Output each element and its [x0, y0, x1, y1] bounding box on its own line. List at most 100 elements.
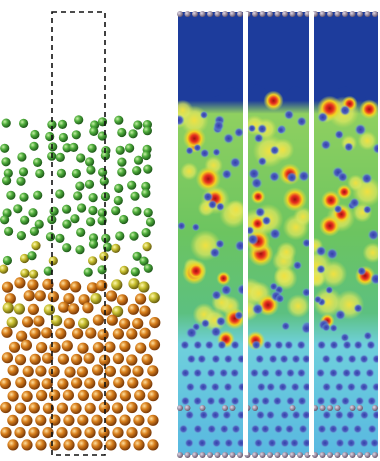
atom — [28, 304, 39, 315]
blue-dot — [230, 396, 240, 406]
marker-atom — [207, 452, 213, 458]
atom — [45, 132, 54, 141]
marker-atom — [252, 405, 258, 411]
atom — [98, 378, 109, 389]
atom — [114, 116, 123, 125]
atom — [146, 217, 155, 226]
atom — [93, 342, 104, 353]
hot-spot — [263, 91, 283, 111]
atom — [30, 227, 39, 236]
atom — [6, 191, 15, 200]
blue-dot — [280, 438, 290, 448]
separator — [243, 12, 248, 455]
blue-dot — [269, 228, 281, 240]
atom — [91, 415, 102, 426]
atom — [19, 167, 28, 176]
blue-dot — [184, 438, 194, 448]
atom — [64, 367, 75, 378]
atom — [15, 377, 26, 388]
blue-dot — [177, 221, 186, 230]
blue-dot — [206, 368, 216, 378]
separator — [309, 12, 314, 455]
atom — [29, 328, 40, 339]
blue-dot — [317, 340, 327, 350]
atom — [62, 220, 71, 229]
atom — [133, 415, 144, 426]
atom — [59, 279, 70, 290]
marker-atom — [297, 452, 303, 458]
blue-dot — [316, 396, 326, 406]
blue-dot — [248, 124, 256, 132]
atom — [64, 318, 75, 329]
marker-atom — [222, 405, 228, 411]
marker-atom — [282, 452, 288, 458]
blue-dot — [284, 340, 294, 350]
blue-dot — [278, 382, 288, 392]
atom — [49, 415, 60, 426]
blue-dot — [222, 410, 232, 420]
blue-dot — [340, 424, 350, 434]
atom — [35, 169, 44, 178]
marker-atom — [207, 11, 213, 17]
atom — [127, 181, 136, 190]
blue-dot — [261, 396, 271, 406]
marker-atom — [222, 11, 228, 17]
atom — [63, 390, 74, 401]
blue-dot — [322, 410, 332, 420]
marker-atom — [320, 452, 326, 458]
atom — [129, 232, 138, 241]
blue-dot — [193, 424, 203, 434]
atom — [22, 391, 33, 402]
atom — [14, 427, 25, 438]
blue-dot — [368, 229, 380, 241]
blue-dot — [354, 304, 363, 313]
blue-dot — [231, 424, 241, 434]
blue-dot — [370, 438, 380, 448]
marker-atom — [200, 405, 206, 411]
atom — [44, 304, 55, 315]
marker-atom — [320, 11, 326, 17]
marker-atom — [185, 452, 191, 458]
atom — [71, 354, 82, 365]
atom — [72, 130, 81, 139]
atom — [0, 265, 8, 274]
atom — [93, 315, 104, 326]
atom — [88, 206, 97, 215]
blue-dot — [322, 382, 332, 392]
blue-dot — [347, 354, 357, 364]
atom — [15, 354, 26, 365]
blue-dot — [360, 410, 370, 420]
blue-dot — [367, 424, 377, 434]
blue-dot — [211, 290, 221, 300]
atom — [70, 281, 81, 292]
atom — [19, 193, 28, 202]
atom — [21, 415, 32, 426]
blue-dot — [357, 266, 366, 275]
atom — [0, 144, 9, 153]
blue-dot — [257, 382, 267, 392]
blue-dot — [193, 340, 203, 350]
atom — [19, 119, 28, 128]
blue-dot — [346, 438, 356, 448]
blue-dot — [334, 130, 344, 140]
blue-dot — [192, 223, 200, 231]
atom — [82, 302, 93, 313]
atom — [119, 341, 130, 352]
marker-atom — [365, 452, 371, 458]
atom — [57, 169, 66, 178]
blue-dot — [367, 396, 377, 406]
atom — [14, 277, 25, 288]
atom-model — [0, 115, 160, 450]
atom — [147, 415, 158, 426]
blue-dot — [262, 216, 272, 226]
atom — [49, 256, 58, 265]
blue-dot — [363, 331, 372, 340]
marker-atom — [327, 11, 333, 17]
atom — [119, 318, 130, 329]
blue-dot — [293, 261, 302, 270]
blue-dot — [337, 172, 348, 183]
atom — [62, 340, 73, 351]
atom — [3, 302, 14, 313]
blue-dot — [216, 202, 225, 211]
atom — [148, 390, 159, 401]
